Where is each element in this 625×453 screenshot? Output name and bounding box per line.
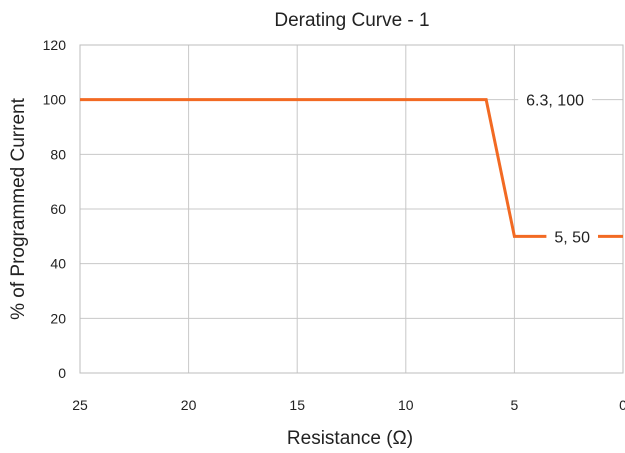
data-label-text: 5, 50 [554,229,590,246]
x-tick-label: 20 [181,397,197,413]
x-tick-label: 15 [289,397,305,413]
y-tick-label: 80 [50,146,66,162]
y-tick-label: 120 [43,37,67,53]
x-tick-label: 10 [398,397,414,413]
x-axis-label: Resistance (Ω) [287,428,413,449]
x-tick-label: 5 [511,397,519,413]
y-tick-label: 40 [50,256,66,272]
y-tick-label: 20 [50,310,66,326]
chart-title: Derating Curve - 1 [274,10,429,31]
series-layer [80,98,623,238]
x-tick-label: 25 [72,397,88,413]
data-label-background [518,87,592,112]
y-axis-ticks: 0 20 40 60 80 100 120 [43,37,67,381]
annotation-layer: 6.3, 100 5, 50 [518,87,598,249]
data-label-background [546,224,598,249]
data-label: 6.3, 100 [518,87,592,112]
plot-frame [79,44,624,374]
data-label-text: 6.3, 100 [526,93,584,110]
y-axis-label: % of Programmed Current [8,97,29,319]
data-label: 5, 50 [546,224,598,249]
x-axis-ticks: 25 20 15 10 5 0 [72,397,625,413]
y-tick-label: 60 [50,201,66,217]
series-line [80,98,623,238]
y-tick-label: 100 [43,92,67,108]
y-tick-label: 0 [58,365,66,381]
x-tick-label: 0 [619,397,625,413]
